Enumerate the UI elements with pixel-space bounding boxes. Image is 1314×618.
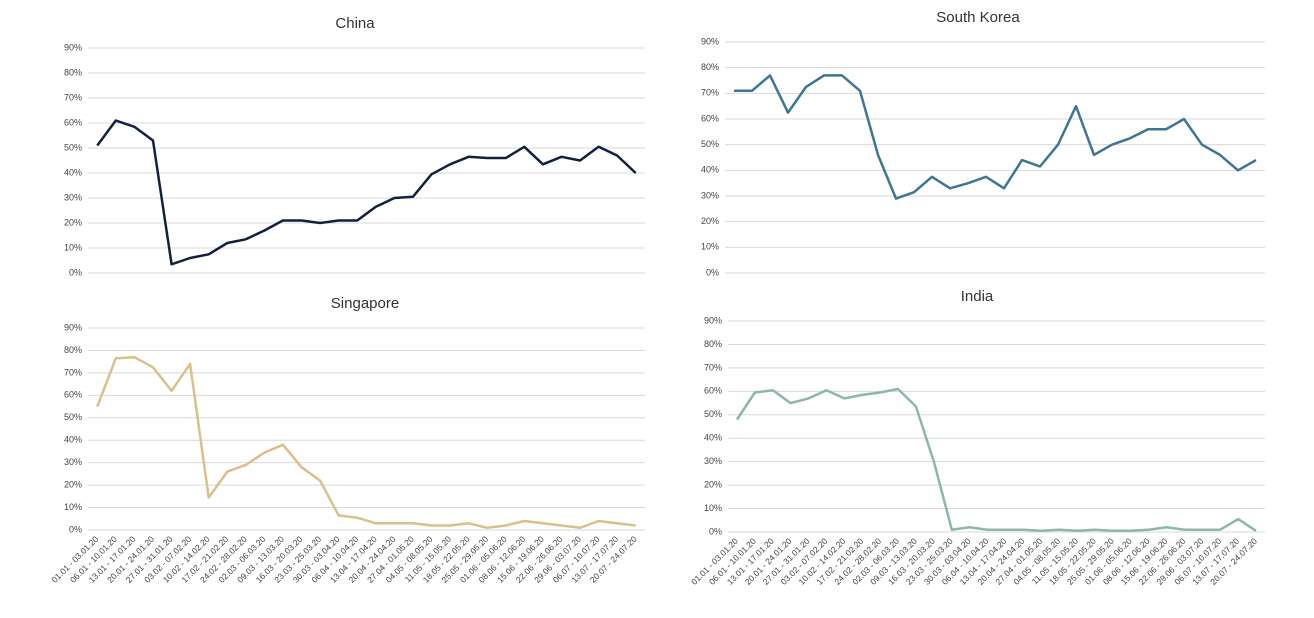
y-tick-label: 50% xyxy=(64,412,82,422)
y-tick-label: 80% xyxy=(704,339,722,349)
y-tick-label: 20% xyxy=(64,217,82,227)
y-tick-label: 60% xyxy=(64,390,82,400)
y-tick-label: 20% xyxy=(64,479,82,489)
y-tick-label: 0% xyxy=(706,267,719,277)
y-tick-label: 20% xyxy=(704,479,722,489)
y-tick-label: 10% xyxy=(704,503,722,513)
y-tick-label: 50% xyxy=(64,142,82,152)
y-tick-label: 40% xyxy=(64,435,82,445)
data-line xyxy=(96,355,636,530)
y-tick-label: 30% xyxy=(64,192,82,202)
y-tick-label: 70% xyxy=(701,88,719,98)
chart-title: India xyxy=(961,288,994,305)
y-tick-label: 80% xyxy=(701,62,719,72)
y-tick-label: 30% xyxy=(64,457,82,467)
y-tick-label: 70% xyxy=(704,362,722,372)
y-tick-label: 10% xyxy=(64,242,82,252)
y-tick-label: 0% xyxy=(69,267,82,277)
y-tick-label: 90% xyxy=(704,315,722,325)
y-tick-label: 80% xyxy=(64,67,82,77)
y-tick-label: 50% xyxy=(701,139,719,149)
y-tick-label: 40% xyxy=(701,165,719,175)
data-line xyxy=(734,74,1257,200)
y-tick-label: 90% xyxy=(64,322,82,332)
y-tick-label: 0% xyxy=(69,524,82,534)
data-line xyxy=(96,119,637,266)
y-tick-label: 20% xyxy=(701,216,719,226)
y-tick-label: 0% xyxy=(709,526,722,536)
y-tick-label: 90% xyxy=(701,36,719,46)
y-tick-label: 30% xyxy=(704,456,722,466)
chart-title: Singapore xyxy=(331,295,399,312)
y-tick-label: 70% xyxy=(64,92,82,102)
y-tick-label: 40% xyxy=(704,433,722,443)
y-tick-label: 70% xyxy=(64,367,82,377)
y-tick-label: 10% xyxy=(64,502,82,512)
y-tick-label: 40% xyxy=(64,167,82,177)
y-tick-label: 10% xyxy=(701,242,719,252)
data-line xyxy=(735,387,1257,533)
chart-title: South Korea xyxy=(936,9,1020,26)
y-tick-label: 80% xyxy=(64,345,82,355)
chart-title: China xyxy=(335,15,375,32)
y-tick-label: 90% xyxy=(64,42,82,52)
y-tick-label: 50% xyxy=(704,409,722,419)
y-tick-label: 60% xyxy=(701,113,719,123)
y-tick-label: 60% xyxy=(64,117,82,127)
y-tick-label: 30% xyxy=(701,190,719,200)
y-tick-label: 60% xyxy=(704,386,722,396)
